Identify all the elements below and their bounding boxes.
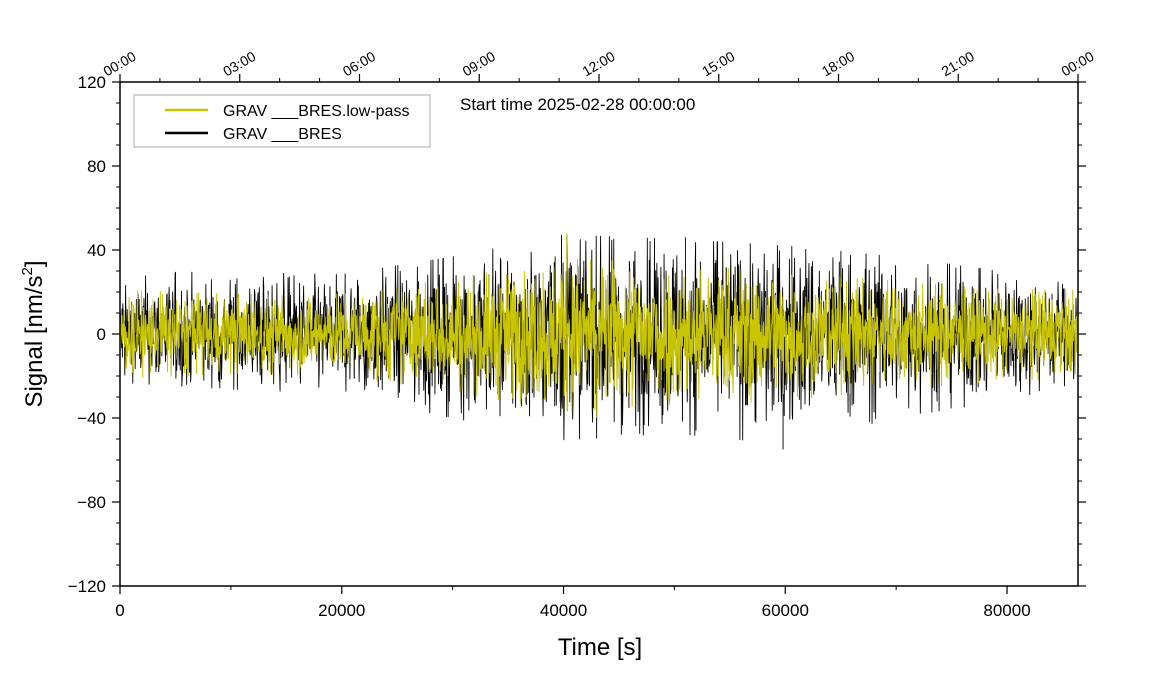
y-tick-label: 80 — [87, 157, 106, 176]
y-axis-title-sup: 2 — [19, 267, 36, 275]
y-tick-label: 120 — [78, 73, 106, 92]
y-tick-label: −80 — [77, 493, 106, 512]
y-tick-label: 40 — [87, 241, 106, 260]
x-axis-title: Time [s] — [558, 634, 642, 661]
data-layer — [119, 233, 1079, 450]
legend-box — [133, 94, 431, 148]
y-axis-title: Signal [nm/s2] — [19, 260, 48, 407]
x-tick-label: 0 — [115, 601, 124, 620]
series-line-low-pass — [119, 233, 1079, 418]
legend-label-low-pass: GRAV ___BRES.low-pass — [223, 103, 409, 120]
start-time-annotation: Start time 2025-02-28 00:00:00 — [460, 95, 695, 114]
x-tick-label: 60000 — [762, 601, 809, 620]
x-tick-label: 20000 — [318, 601, 365, 620]
x-tick-label: 40000 — [540, 601, 587, 620]
plot-frame — [119, 81, 1079, 587]
y-tick-label: −120 — [68, 577, 106, 596]
legend-label-raw: GRAV ___BRES — [223, 126, 342, 143]
legend: GRAV ___BRES.low-pass GRAV ___BRES — [133, 94, 431, 148]
x-tick-label: 80000 — [983, 601, 1030, 620]
y-tick-label: 0 — [97, 325, 106, 344]
y-tick-label: −40 — [77, 409, 106, 428]
